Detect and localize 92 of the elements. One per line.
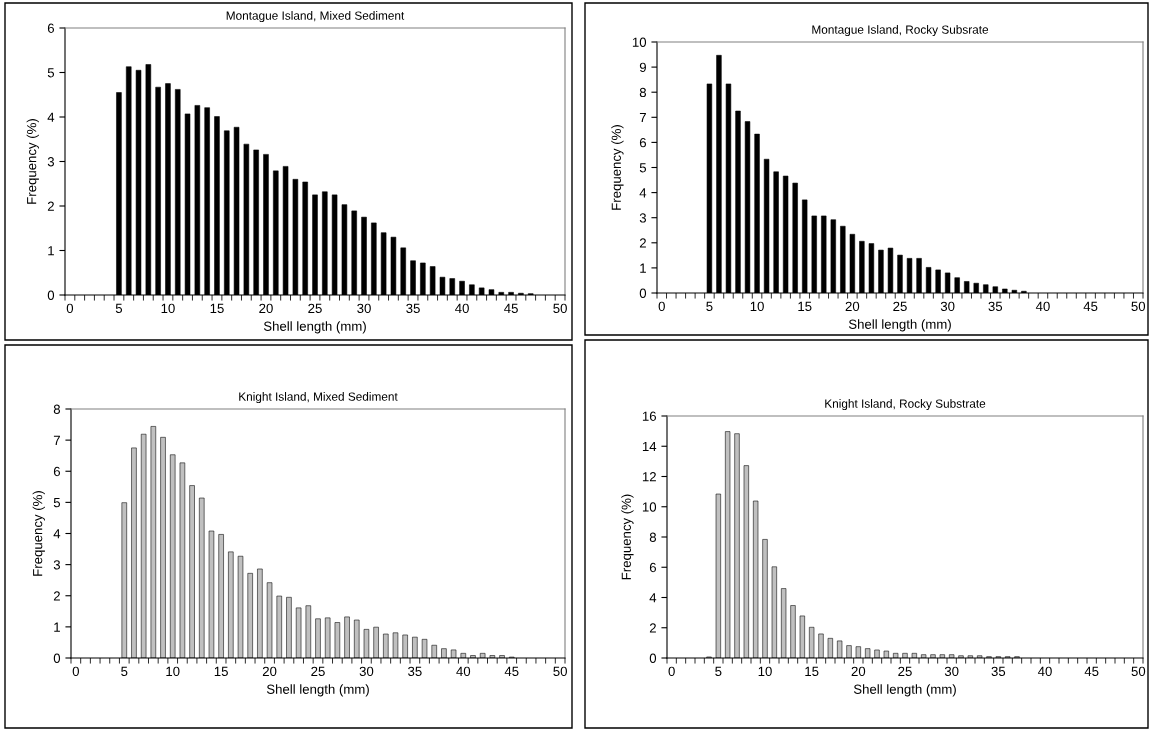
x-tick-label: 15 (798, 301, 812, 312)
x-tick-label: 40 (455, 303, 469, 314)
x-tick-label: 45 (1083, 301, 1098, 312)
x-tick-label: 25 (893, 301, 907, 312)
x-tick-label: 30 (940, 301, 955, 312)
x-tick-label: 45 (504, 303, 518, 314)
x-tick-label: 10 (166, 666, 180, 677)
y-tick-label: 5 (53, 498, 61, 508)
x-tick-label: 50 (1131, 301, 1146, 312)
y-tick-label: 9 (639, 62, 646, 73)
y-tick-label: 0 (639, 288, 647, 298)
y-tick-label: 2 (53, 591, 60, 601)
y-tick-label: 6 (53, 466, 60, 477)
x-tick-label: 50 (553, 303, 567, 314)
x-tick-label: 50 (553, 666, 567, 677)
y-tick-label: 8 (639, 87, 647, 98)
x-tick-label: 0 (72, 666, 79, 677)
x-tick-label: 10 (750, 301, 764, 312)
y-tick-label: 4 (47, 112, 55, 122)
x-tick-label: 35 (988, 301, 1003, 312)
y-tick-label: 7 (639, 113, 646, 123)
y-tick-label: 3 (53, 560, 60, 570)
y-tick-label: 12 (642, 472, 656, 482)
y-tick-label: 5 (639, 163, 647, 173)
x-tick-label: 30 (359, 666, 374, 677)
x-tick-label: 35 (991, 666, 1006, 677)
x-tick-label: 30 (944, 666, 959, 677)
x-tick-label: 0 (668, 666, 675, 677)
y-tick-label: 2 (47, 201, 54, 211)
x-axis-title: Shell length (mm) (266, 684, 369, 697)
x-tick-label: 40 (1035, 301, 1050, 312)
x-axis-title: Shell length (mm) (853, 684, 956, 697)
y-tick-label: 0 (53, 653, 61, 663)
x-tick-label: 10 (161, 303, 175, 314)
x-tick-label: 0 (658, 301, 665, 312)
chart-title: Knight Island, Rocky Substrate (825, 399, 986, 411)
x-axis-title: Shell length (mm) (848, 319, 951, 332)
y-tick-label: 3 (47, 157, 54, 167)
x-tick-label: 45 (504, 666, 519, 677)
y-tick-label: 8 (53, 404, 61, 414)
y-tick-label: 16 (642, 411, 656, 421)
x-tick-label: 20 (845, 301, 860, 312)
x-tick-label: 50 (1131, 666, 1146, 677)
y-tick-label: 10 (642, 502, 657, 512)
y-tick-label: 1 (54, 622, 60, 632)
y-tick-label: 6 (639, 137, 646, 148)
y-tick-label: 6 (47, 23, 54, 33)
y-tick-label: 6 (649, 562, 656, 573)
chart-title: Knight Island, Mixed Sediment (239, 392, 398, 404)
chart-title: Montague Island, Mixed Sediment (226, 11, 405, 23)
y-tick-label: 2 (649, 623, 656, 633)
y-axis-title: Frequency (%) (32, 491, 45, 576)
y-tick-label: 3 (639, 213, 646, 223)
y-tick-label: 4 (53, 529, 61, 539)
y-tick-label: 8 (649, 532, 657, 542)
y-tick-label: 5 (47, 68, 55, 78)
y-axis-title: Frequency (%) (26, 119, 39, 204)
y-tick-label: 4 (649, 593, 657, 603)
y-tick-label: 2 (639, 238, 646, 248)
y-tick-label: 4 (639, 188, 647, 198)
y-tick-label: 0 (47, 290, 55, 300)
x-axis-title: Shell length (mm) (263, 321, 366, 334)
y-tick-label: 0 (649, 653, 657, 663)
y-tick-label: 14 (642, 441, 657, 452)
x-tick-label: 45 (1084, 666, 1099, 677)
x-tick-label: 40 (1037, 666, 1052, 677)
y-tick-label: 10 (632, 37, 647, 47)
x-tick-label: 35 (408, 666, 422, 677)
x-tick-label: 10 (758, 666, 772, 677)
y-tick-label: 7 (53, 435, 60, 445)
x-tick-label: 20 (262, 666, 277, 677)
y-tick-label: 1 (48, 246, 54, 256)
x-tick-label: 20 (259, 303, 273, 314)
x-tick-label: 30 (357, 303, 371, 314)
x-tick-label: 5 (715, 666, 722, 677)
x-tick-label: 25 (898, 666, 912, 677)
y-tick-label: 1 (640, 263, 646, 273)
x-tick-label: 20 (851, 666, 866, 677)
y-axis-title: Frequency (%) (611, 125, 624, 210)
x-tick-label: 5 (115, 303, 123, 314)
x-tick-label: 40 (456, 666, 471, 677)
chart-title: Montague Island, Rocky Subsrate (812, 25, 989, 37)
x-tick-label: 5 (121, 666, 128, 677)
x-tick-label: 15 (210, 303, 224, 314)
x-tick-label: 25 (308, 303, 322, 314)
x-tick-label: 35 (406, 303, 420, 314)
x-tick-label: 15 (805, 666, 819, 677)
x-tick-label: 15 (214, 666, 228, 677)
x-tick-label: 5 (706, 301, 713, 312)
x-tick-label: 0 (66, 303, 74, 314)
y-axis-title: Frequency (%) (621, 494, 634, 580)
x-tick-label: 25 (311, 666, 325, 677)
